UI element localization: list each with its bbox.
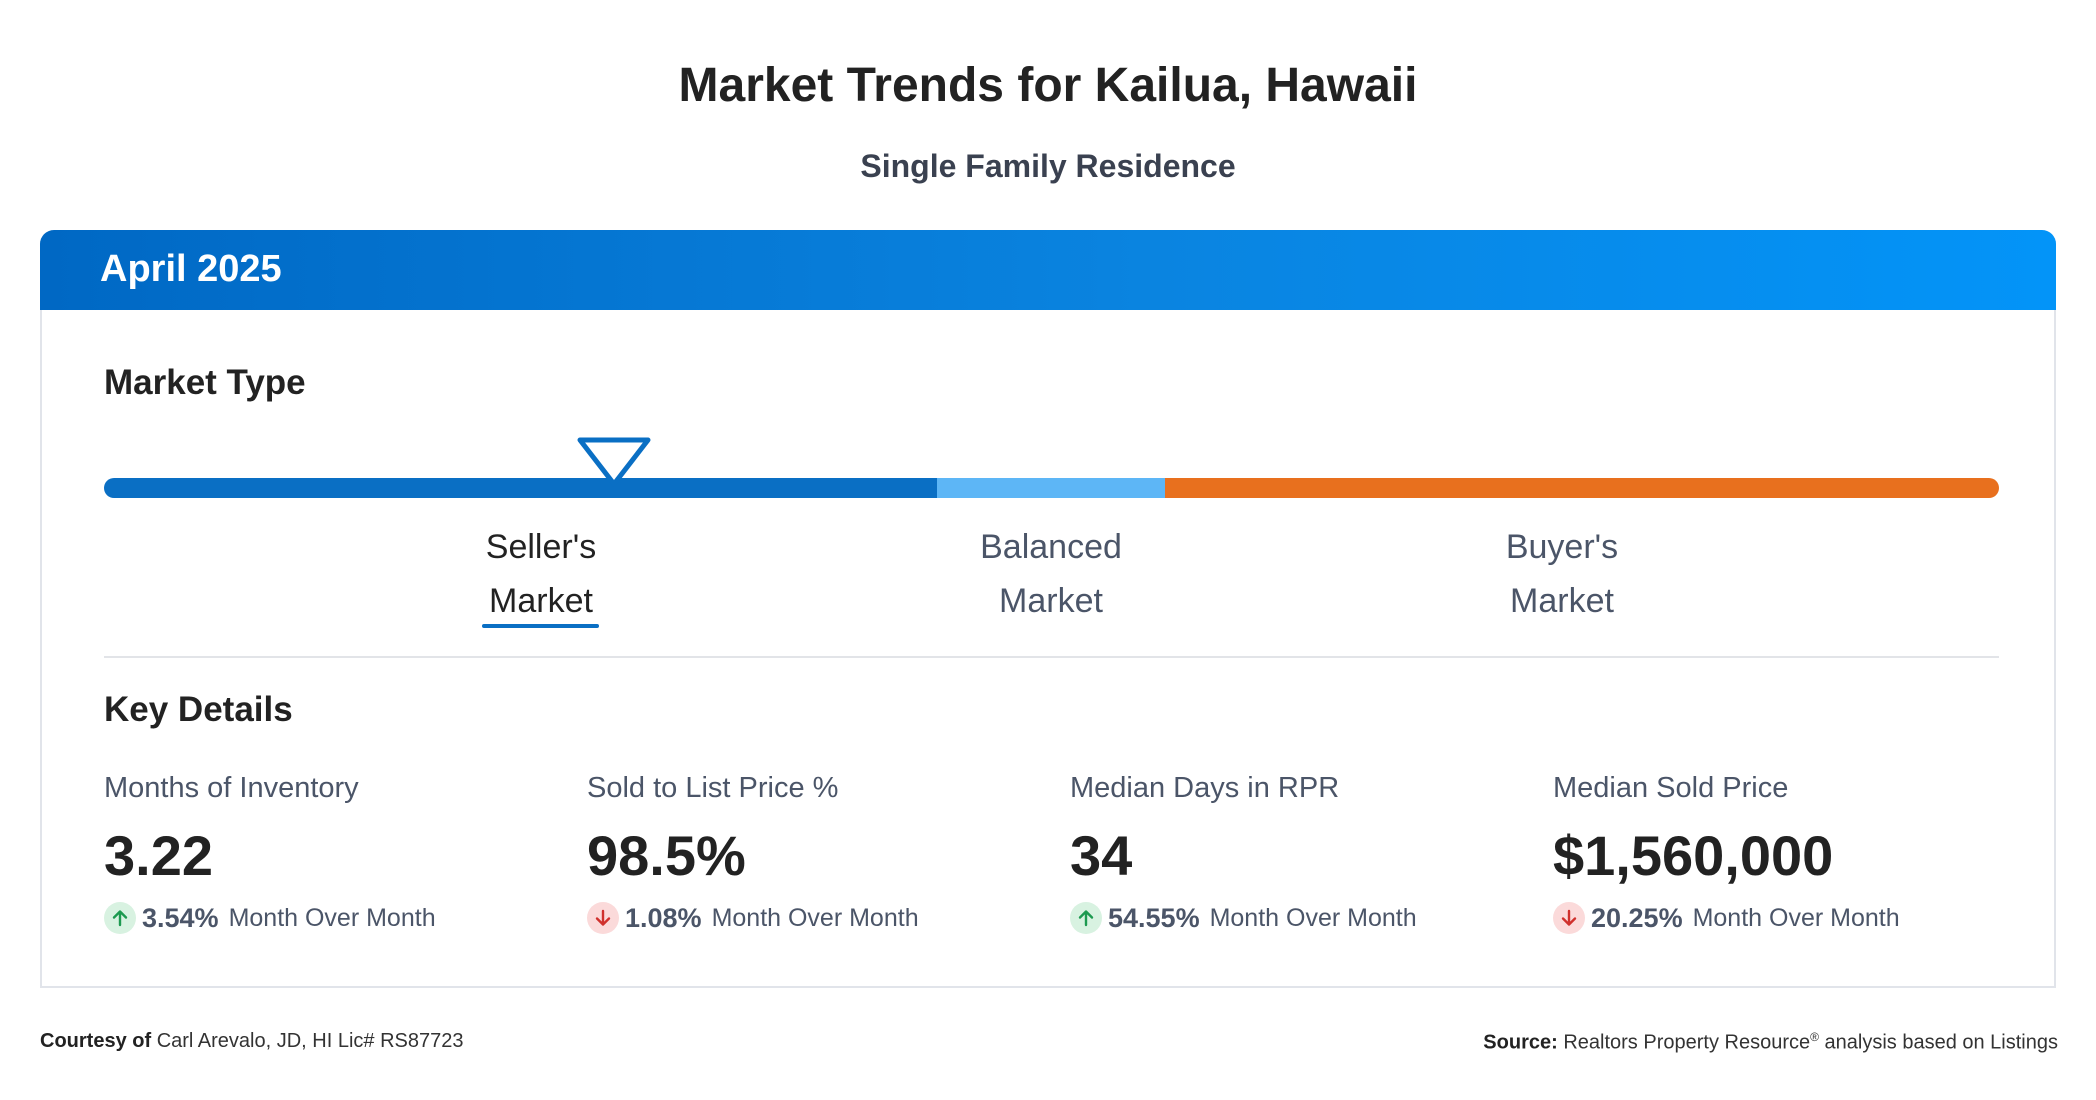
- change-period: Month Over Month: [1692, 903, 1900, 932]
- market-label-buyer: Buyer's Market: [1412, 520, 1712, 628]
- metric-sold-to-list-price: Sold to List Price % 98.5% 1.08% Month O…: [587, 772, 1047, 934]
- source-footer: Source: Realtors Property Resource® anal…: [1483, 1030, 2058, 1055]
- market-label-seller-line1: Seller's: [485, 528, 597, 566]
- registered-mark: ®: [1810, 1030, 1819, 1044]
- metric-label: Months of Inventory: [104, 772, 359, 804]
- metric-change: 3.54% Month Over Month: [104, 902, 564, 934]
- metric-label: Median Days in RPR: [1070, 772, 1340, 804]
- change-period: Month Over Month: [228, 903, 436, 932]
- courtesy-text: Carl Arevalo, JD, HI Lic# RS87723: [156, 1030, 464, 1052]
- metric-median-days-in-rpr: Median Days in RPR 34 54.55% Month Over …: [1070, 772, 1530, 934]
- seller-market-bar: [104, 478, 937, 498]
- market-label-buyer-line2: Market: [1510, 582, 1614, 620]
- change-period: Month Over Month: [711, 903, 919, 932]
- period-label: April 2025: [100, 248, 282, 290]
- change-percent: 20.25%: [1591, 902, 1683, 933]
- buyer-market-bar: [1165, 478, 1999, 498]
- market-label-balanced-line1: Balanced: [980, 528, 1122, 566]
- arrow-down-icon: [1553, 902, 1585, 934]
- change-percent: 54.55%: [1108, 902, 1200, 933]
- change-percent: 1.08%: [625, 902, 702, 933]
- source-text-rest: analysis based on Listings: [1818, 1031, 2059, 1054]
- market-label-balanced-line2: Market: [999, 582, 1103, 620]
- market-label-buyer-line1: Buyer's: [1505, 528, 1619, 566]
- metric-value: $1,560,000: [1553, 824, 1834, 887]
- market-card: April 2025 Market Type Seller's Market B…: [40, 230, 2056, 988]
- metric-value: 98.5%: [587, 824, 746, 887]
- source-label: Source:: [1483, 1031, 1558, 1054]
- arrow-down-icon: [587, 902, 619, 934]
- metric-months-of-inventory: Months of Inventory 3.22 3.54% Month Ove…: [104, 772, 564, 934]
- arrow-up-icon: [104, 902, 136, 934]
- section-divider: [104, 656, 1999, 658]
- source-text: Realtors Property Resource: [1563, 1031, 1811, 1054]
- metric-change: 20.25% Month Over Month: [1553, 902, 2013, 934]
- metric-change: 1.08% Month Over Month: [587, 902, 1047, 934]
- key-details-title: Key Details: [104, 690, 293, 729]
- page-title: Market Trends for Kailua, Hawaii: [678, 59, 1418, 112]
- market-label-balanced: Balanced Market: [901, 520, 1201, 628]
- page-subtitle: Single Family Residence: [860, 148, 1236, 184]
- active-market-underline: [482, 624, 599, 628]
- market-position-marker-icon: [577, 437, 651, 487]
- change-period: Month Over Month: [1209, 903, 1417, 932]
- market-label-seller: Seller's Market: [391, 520, 691, 628]
- metric-label: Median Sold Price: [1553, 772, 1789, 804]
- courtesy-footer: Courtesy of Carl Arevalo, JD, HI Lic# RS…: [40, 1030, 464, 1053]
- metric-median-sold-price: Median Sold Price $1,560,000 20.25% Mont…: [1553, 772, 2013, 934]
- metric-value: 34: [1070, 824, 1133, 887]
- card-header: April 2025: [40, 230, 2056, 310]
- change-percent: 3.54%: [142, 902, 219, 933]
- market-label-seller-line2: Market: [489, 582, 593, 620]
- arrow-up-icon: [1070, 902, 1102, 934]
- market-type-title: Market Type: [104, 363, 306, 402]
- metric-label: Sold to List Price %: [587, 772, 839, 804]
- metric-value: 3.22: [104, 824, 213, 887]
- metric-change: 54.55% Month Over Month: [1070, 902, 1530, 934]
- balanced-market-bar: [937, 478, 1165, 498]
- courtesy-label: Courtesy of: [40, 1030, 152, 1052]
